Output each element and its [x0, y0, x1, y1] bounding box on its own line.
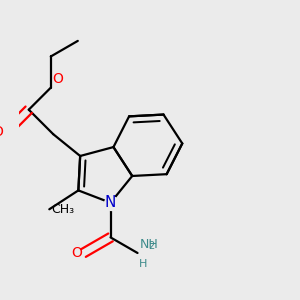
Text: NH: NH	[139, 238, 158, 251]
Text: O: O	[71, 246, 82, 260]
Text: N: N	[105, 195, 116, 210]
Text: O: O	[52, 72, 63, 86]
Text: CH₃: CH₃	[51, 203, 74, 216]
Text: 2: 2	[148, 241, 155, 251]
Text: O: O	[0, 125, 3, 139]
Text: H: H	[139, 259, 148, 269]
